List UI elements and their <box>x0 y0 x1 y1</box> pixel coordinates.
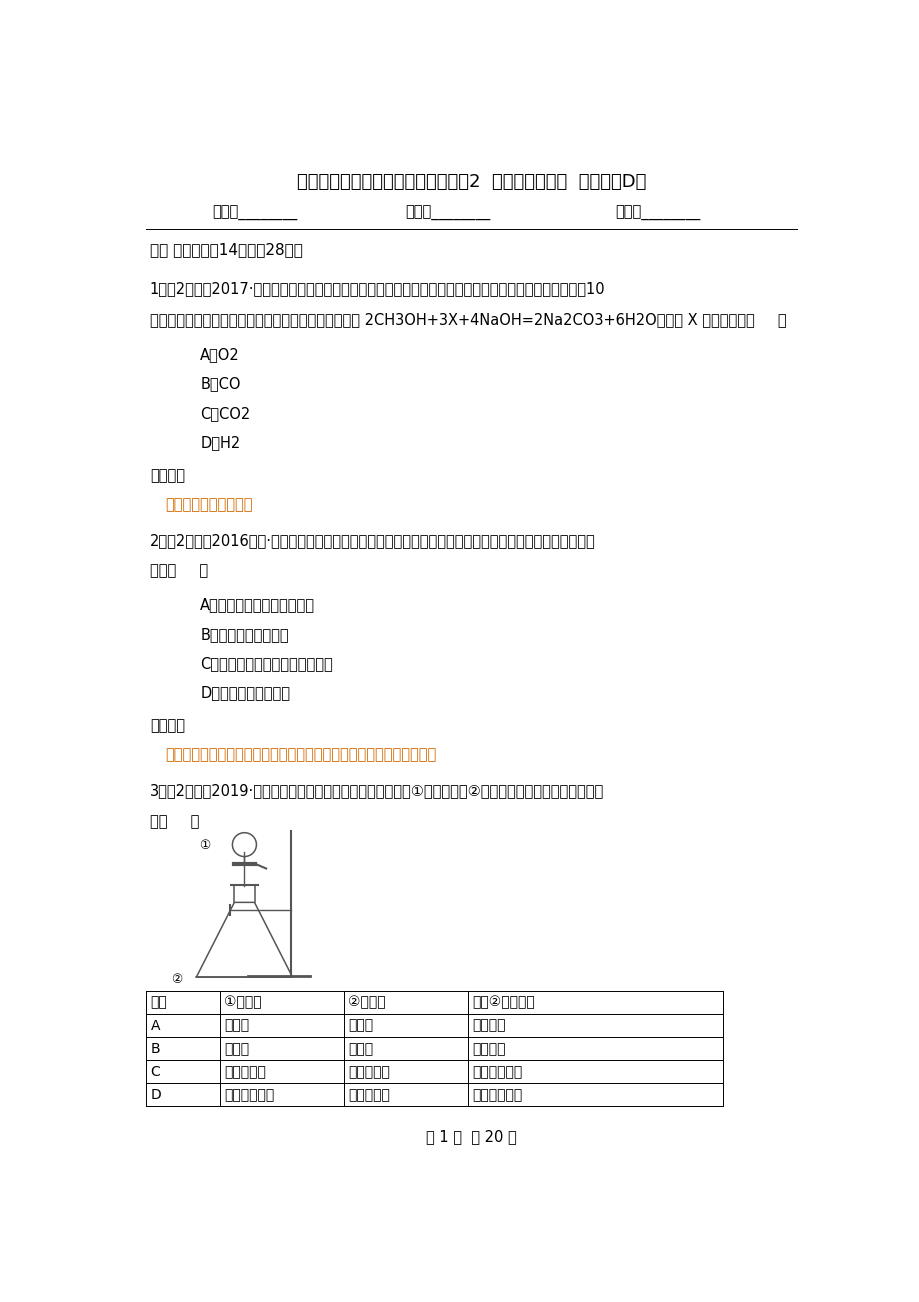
Text: 氢氧化钠溶液: 氢氧化钠溶液 <box>224 1088 274 1101</box>
Text: 硫酸钾溶液: 硫酸钾溶液 <box>348 1065 390 1079</box>
Text: 2．（2分）（2016九上·平和期末）化学就在我们身边，学好化学可以走出许多认识上的误区。下列说法错误: 2．（2分）（2016九上·平和期末）化学就在我们身边，学好化学可以走出许多认识… <box>150 533 595 548</box>
Text: 浓硫酸: 浓硫酸 <box>224 1042 249 1056</box>
Text: 产生蓝色沉淀: 产生蓝色沉淀 <box>471 1088 522 1101</box>
Text: B: B <box>151 1042 160 1056</box>
Text: A: A <box>151 1018 160 1032</box>
Text: 氯化钡溶液: 氯化钡溶液 <box>224 1065 266 1079</box>
Text: ①: ① <box>199 840 210 853</box>
Text: 姓名：________: 姓名：________ <box>211 206 297 220</box>
Text: 成绩：________: 成绩：________ <box>614 206 699 220</box>
Text: C: C <box>151 1065 160 1079</box>
Text: D．H2: D．H2 <box>200 435 240 450</box>
Text: 3．（2分）（2019·海南）用如图所示装置进行下列实验：将①中溶液滴入②中，预测的现象与实际不相符的: 3．（2分）（2019·海南）用如图所示装置进行下列实验：将①中溶液滴入②中，预… <box>150 783 604 798</box>
Text: 是（     ）: 是（ ） <box>150 814 199 829</box>
Text: ①中物质: ①中物质 <box>224 996 262 1009</box>
Text: 二氧化碳的物理性质；碳单质的性质和用途；常见金属的特性及其应用: 二氧化碳的物理性质；碳单质的性质和用途；常见金属的特性及其应用 <box>165 747 437 763</box>
Text: ②中物质: ②中物质 <box>348 996 385 1009</box>
Text: B．水银不是银，是汞: B．水银不是银，是汞 <box>200 626 289 642</box>
Text: C．干冰不是冰，是固态二氧化碳: C．干冰不是冰，是固态二氧化碳 <box>200 656 333 671</box>
Text: D: D <box>151 1088 161 1101</box>
Text: A．金刚石不是金，是碳单质: A．金刚石不是金，是碳单质 <box>200 598 315 612</box>
Text: 人教版化学九年级下册第八单元课题2  金属的化学性质  同步训练D卷: 人教版化学九年级下册第八单元课题2 金属的化学性质 同步训练D卷 <box>297 173 645 191</box>
Text: 【考点】: 【考点】 <box>150 719 185 733</box>
Text: 选项: 选项 <box>151 996 167 1009</box>
Text: 产生气泡: 产生气泡 <box>471 1018 505 1032</box>
Text: ②: ② <box>171 973 183 986</box>
Text: C．CO2: C．CO2 <box>200 406 250 421</box>
Text: 班级：________: 班级：________ <box>405 206 491 220</box>
Text: 碳酸钙: 碳酸钙 <box>348 1018 373 1032</box>
Text: 1．（2分）（2017·卢龙模拟）摩托罗拉公司研发了一种由甲醇为原料的新型手机电池，其容量为锂电池的10: 1．（2分）（2017·卢龙模拟）摩托罗拉公司研发了一种由甲醇为原料的新型手机电… <box>150 281 605 296</box>
Text: B．CO: B．CO <box>200 376 241 392</box>
Text: 预测②中的现象: 预测②中的现象 <box>471 996 535 1009</box>
Text: 硫酸铜溶液: 硫酸铜溶液 <box>348 1088 390 1101</box>
Text: 质量守恒定律及其应用: 质量守恒定律及其应用 <box>165 497 253 513</box>
Text: 的是（     ）: 的是（ ） <box>150 564 208 578</box>
Text: 产生白色沉淀: 产生白色沉淀 <box>471 1065 522 1079</box>
Text: A．O2: A．O2 <box>200 348 240 362</box>
Text: 一、 单选题（共14题；共28分）: 一、 单选题（共14题；共28分） <box>150 242 302 258</box>
Text: 第 1 页  共 20 页: 第 1 页 共 20 页 <box>425 1130 516 1144</box>
Text: 产生气泡: 产生气泡 <box>471 1042 505 1056</box>
Text: 【考点】: 【考点】 <box>150 469 185 483</box>
Text: 稀盐酸: 稀盐酸 <box>224 1018 249 1032</box>
Text: 倍，可连续使用一个月才充一次电，其电池反应原理为 2CH3OH+3X+4NaOH=2Na2CO3+6H2O，其中 X 的化学式为（     ）: 倍，可连续使用一个月才充一次电，其电池反应原理为 2CH3OH+3X+4NaOH… <box>150 311 786 327</box>
Text: D．铅笔不是笔，是铅: D．铅笔不是笔，是铅 <box>200 685 289 700</box>
Text: 氧化铁: 氧化铁 <box>348 1042 373 1056</box>
